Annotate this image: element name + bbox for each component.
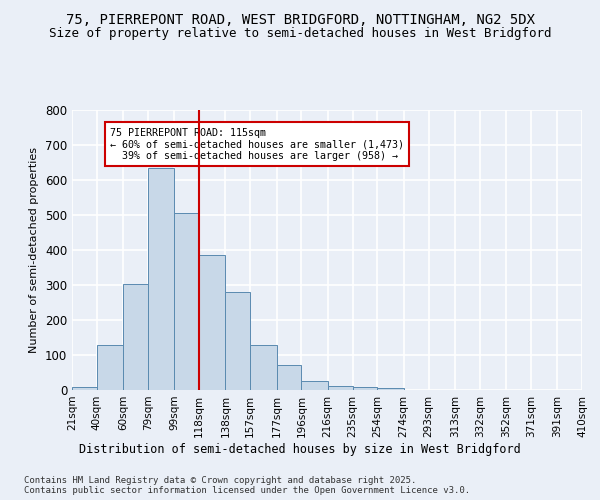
Text: Size of property relative to semi-detached houses in West Bridgford: Size of property relative to semi-detach… (49, 28, 551, 40)
Text: 75, PIERREPONT ROAD, WEST BRIDGFORD, NOTTINGHAM, NG2 5DX: 75, PIERREPONT ROAD, WEST BRIDGFORD, NOT… (65, 12, 535, 26)
Bar (148, 168, 174, 390)
Bar (353, 387, 377, 390)
Y-axis label: Number of semi-detached properties: Number of semi-detached properties (29, 147, 40, 353)
Bar (72, 387, 97, 390)
Bar (301, 380, 328, 390)
Bar (250, 344, 277, 390)
Text: 75 PIERREPONT ROAD: 115sqm
← 60% of semi-detached houses are smaller (1,473)
  3: 75 PIERREPONT ROAD: 115sqm ← 60% of semi… (110, 128, 404, 160)
Bar (199, 255, 226, 390)
Bar (97, 345, 123, 390)
Bar (277, 365, 301, 390)
Bar (123, 284, 148, 390)
Bar (174, 212, 199, 390)
Bar (377, 388, 404, 390)
Text: Contains HM Land Registry data © Crown copyright and database right 2025.
Contai: Contains HM Land Registry data © Crown c… (24, 476, 470, 495)
Bar (328, 386, 353, 390)
Bar (226, 292, 250, 390)
Text: Distribution of semi-detached houses by size in West Bridgford: Distribution of semi-detached houses by … (79, 442, 521, 456)
